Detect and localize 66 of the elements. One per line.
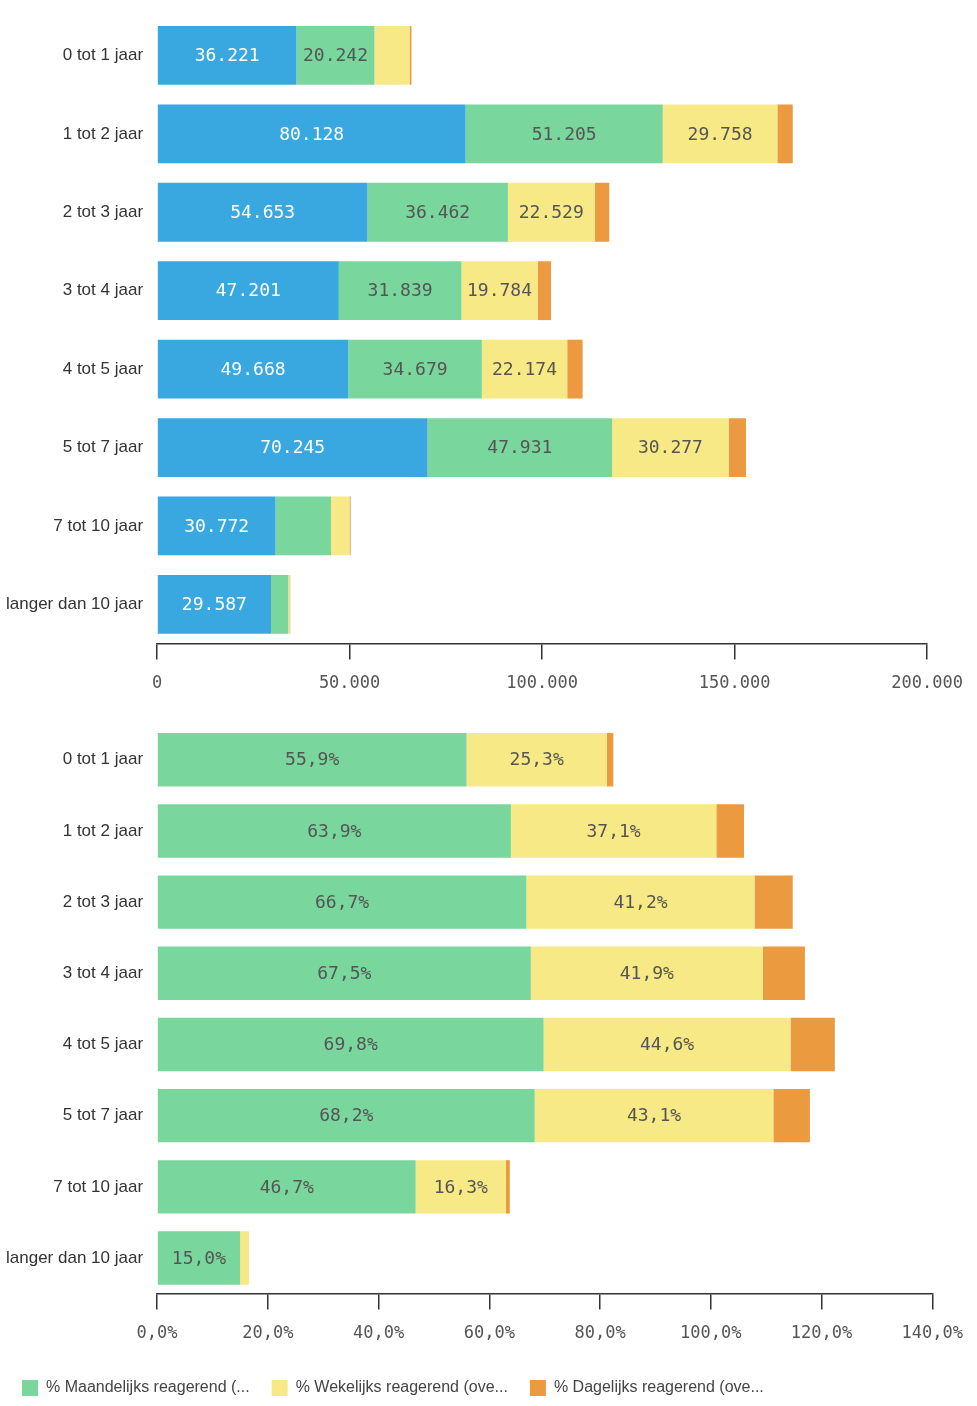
x-tick-label: 60,0% bbox=[463, 1322, 515, 1343]
legend-label: % Dagelijks reagerend (ove... bbox=[553, 1378, 764, 1396]
data-label: 36.221 bbox=[194, 44, 260, 66]
data-label: 47.931 bbox=[487, 436, 553, 458]
legend-label: % Wekelijks reagerend (ove... bbox=[295, 1378, 508, 1396]
data-label: 43,1% bbox=[626, 1104, 682, 1126]
data-label: 66,7% bbox=[315, 890, 370, 912]
data-label: 19.784 bbox=[466, 279, 533, 301]
x-tick-label: 50.000 bbox=[318, 672, 381, 693]
y-tick-label: 1 tot 2 jaar bbox=[62, 123, 144, 143]
data-label: 22.529 bbox=[518, 200, 584, 222]
data-label: 29.587 bbox=[181, 593, 247, 615]
data-label: 20.242 bbox=[302, 44, 369, 66]
x-tick-label: 100,0% bbox=[680, 1322, 742, 1343]
x-tick-label: 120,0% bbox=[790, 1322, 853, 1343]
data-label: 51.205 bbox=[531, 122, 597, 144]
data-label: 67,5% bbox=[317, 961, 372, 983]
data-label: 55,9% bbox=[285, 748, 340, 770]
data-label: 41,2% bbox=[613, 890, 668, 912]
data-label: 70.245 bbox=[260, 436, 326, 458]
y-tick-label: 3 tot 4 jaar bbox=[62, 963, 144, 982]
data-label: 69,8% bbox=[323, 1033, 378, 1055]
y-tick-label: 4 tot 5 jaar bbox=[62, 358, 144, 378]
data-label: 34.679 bbox=[382, 357, 448, 379]
y-tick-label: 0 tot 1 jaar bbox=[62, 749, 144, 769]
data-label: 15,0% bbox=[171, 1246, 227, 1268]
data-label: 25,3% bbox=[509, 748, 564, 770]
x-tick-label: 200.000 bbox=[891, 672, 964, 693]
data-label: 47.201 bbox=[215, 279, 281, 301]
y-tick-label: 5 tot 7 jaar bbox=[62, 1105, 144, 1125]
data-label: 30.772 bbox=[184, 514, 250, 536]
data-label: 16,3% bbox=[433, 1175, 489, 1197]
data-label: 49.668 bbox=[220, 357, 286, 379]
data-label: 68,2% bbox=[319, 1104, 374, 1126]
y-tick-label: 4 tot 5 jaar bbox=[62, 1034, 144, 1054]
y-tick-label: 0 tot 1 jaar bbox=[62, 45, 144, 65]
x-tick-label: 20,0% bbox=[242, 1322, 294, 1343]
x-tick-label: 0 bbox=[151, 672, 163, 693]
x-tick-label: 100.000 bbox=[506, 672, 578, 693]
data-label: 46,7% bbox=[259, 1175, 314, 1197]
data-label: 41,9% bbox=[619, 961, 675, 983]
x-tick-label: 0,0% bbox=[136, 1322, 178, 1343]
y-tick-label: 5 tot 7 jaar bbox=[62, 437, 144, 457]
y-tick-label: langer dan 10 jaar bbox=[6, 594, 144, 614]
data-label: 80.128 bbox=[279, 122, 345, 144]
data-label: 29.758 bbox=[687, 122, 753, 144]
x-tick-label: 150.000 bbox=[698, 672, 771, 693]
y-tick-label: langer dan 10 jaar bbox=[6, 1247, 144, 1267]
y-tick-label: 3 tot 4 jaar bbox=[62, 280, 144, 300]
data-label: 22.174 bbox=[492, 357, 558, 379]
data-label: 54.653 bbox=[230, 200, 296, 222]
x-tick-label: 140,0% bbox=[901, 1322, 964, 1343]
data-label: 63,9% bbox=[307, 819, 362, 841]
x-tick-label: 40,0% bbox=[352, 1322, 405, 1343]
x-tick-label: 80,0% bbox=[574, 1322, 626, 1343]
data-label: 31.839 bbox=[367, 279, 433, 301]
y-tick-label: 7 tot 10 jaar bbox=[53, 1176, 144, 1196]
legend-label: % Maandelijks reagerend (... bbox=[46, 1378, 250, 1396]
data-label: 30.277 bbox=[637, 436, 703, 458]
y-tick-label: 2 tot 3 jaar bbox=[62, 891, 144, 911]
y-tick-label: 1 tot 2 jaar bbox=[62, 820, 144, 840]
data-label: 36.462 bbox=[405, 200, 471, 222]
data-label: 37,1% bbox=[586, 819, 641, 841]
y-tick-label: 2 tot 3 jaar bbox=[62, 201, 144, 221]
y-tick-label: 7 tot 10 jaar bbox=[53, 515, 144, 535]
data-label: 44,6% bbox=[639, 1033, 695, 1055]
